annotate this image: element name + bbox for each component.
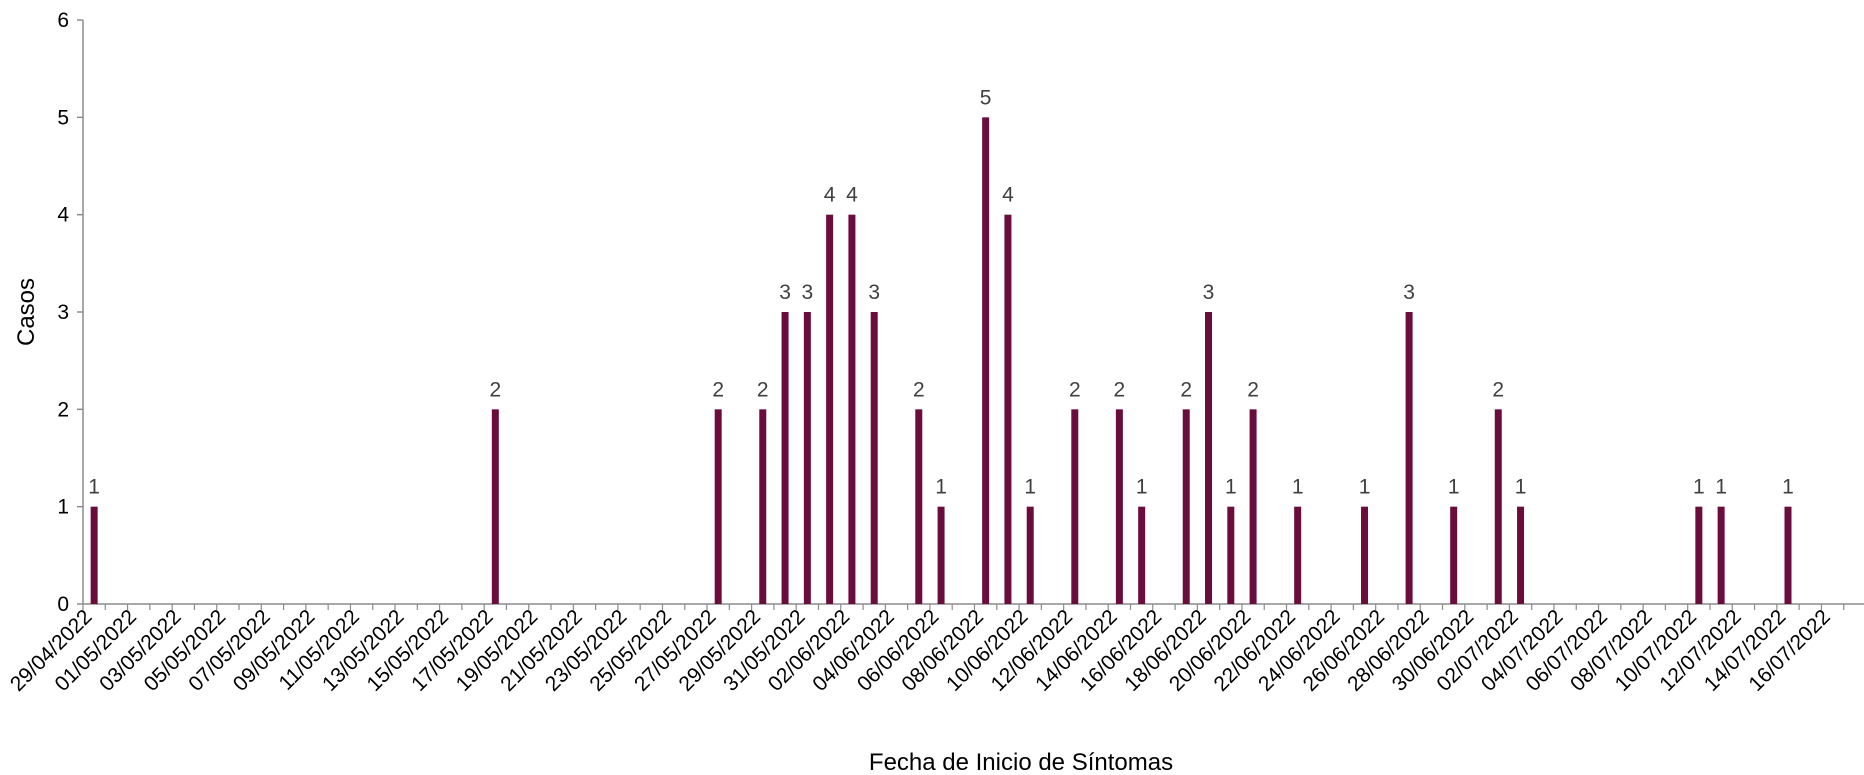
x-axis-title: Fecha de Inicio de Síntomas — [869, 749, 1173, 775]
data-label: 3 — [1203, 281, 1215, 304]
bar — [781, 312, 789, 604]
bar — [1205, 312, 1213, 604]
x-axis: 29/04/202201/05/202203/05/202205/05/2022… — [6, 603, 1864, 696]
bar — [1004, 214, 1012, 604]
bar — [1026, 506, 1034, 604]
bar — [826, 214, 834, 604]
data-label: 1 — [1782, 476, 1794, 499]
y-tick-label: 2 — [57, 398, 69, 421]
bar — [1405, 312, 1413, 604]
data-label: 2 — [1114, 378, 1126, 401]
data-label: 2 — [712, 378, 724, 401]
bar — [491, 409, 499, 604]
bar — [1361, 506, 1369, 604]
bar — [1517, 506, 1525, 604]
bar — [915, 409, 923, 604]
data-label: 1 — [1693, 476, 1705, 499]
data-label: 2 — [913, 378, 925, 401]
y-tick-label: 1 — [57, 496, 69, 519]
bar — [1784, 506, 1792, 604]
bar — [1138, 506, 1146, 604]
bar — [1227, 506, 1235, 604]
data-label: 2 — [1492, 378, 1504, 401]
y-tick-label: 6 — [57, 9, 69, 32]
data-label: 5 — [980, 86, 992, 109]
data-label: 1 — [1225, 476, 1237, 499]
y-tick-label: 5 — [57, 106, 69, 129]
bar — [1294, 506, 1302, 604]
bar — [1450, 506, 1458, 604]
data-label: 1 — [1515, 476, 1527, 499]
data-label: 4 — [824, 184, 836, 207]
data-label: 2 — [1069, 378, 1081, 401]
bar — [759, 409, 767, 604]
bar — [937, 506, 945, 604]
data-label: 3 — [779, 281, 791, 304]
data-label: 3 — [802, 281, 814, 304]
y-tick-label: 0 — [57, 593, 69, 616]
bar — [90, 506, 98, 604]
bar — [803, 312, 811, 604]
y-axis: 0 1 2 3 4 5 6 — [57, 9, 84, 616]
bar — [1071, 409, 1079, 604]
bar — [982, 117, 990, 604]
data-label: 2 — [1247, 378, 1259, 401]
data-label: 1 — [1448, 476, 1460, 499]
data-label: 1 — [935, 476, 947, 499]
data-label: 1 — [88, 476, 100, 499]
bar — [1494, 409, 1502, 604]
bar — [870, 312, 878, 604]
data-label: 2 — [489, 378, 501, 401]
bars — [90, 117, 1792, 604]
data-label: 2 — [757, 378, 769, 401]
data-label: 3 — [868, 281, 880, 304]
data-label: 4 — [846, 184, 858, 207]
data-label: 1 — [1024, 476, 1036, 499]
data-label: 3 — [1403, 281, 1415, 304]
data-label: 1 — [1292, 476, 1304, 499]
data-label: 1 — [1359, 476, 1371, 499]
bar — [1115, 409, 1123, 604]
data-label: 4 — [1002, 184, 1014, 207]
bar — [848, 214, 856, 604]
y-axis-title: Casos — [13, 278, 40, 346]
y-tick-label: 4 — [57, 204, 69, 227]
data-label: 1 — [1136, 476, 1148, 499]
bar — [714, 409, 722, 604]
data-label: 2 — [1180, 378, 1192, 401]
bar — [1249, 409, 1257, 604]
data-label: 1 — [1715, 476, 1727, 499]
bar — [1695, 506, 1703, 604]
y-tick-label: 3 — [57, 301, 69, 324]
bar — [1182, 409, 1190, 604]
bar — [1717, 506, 1725, 604]
